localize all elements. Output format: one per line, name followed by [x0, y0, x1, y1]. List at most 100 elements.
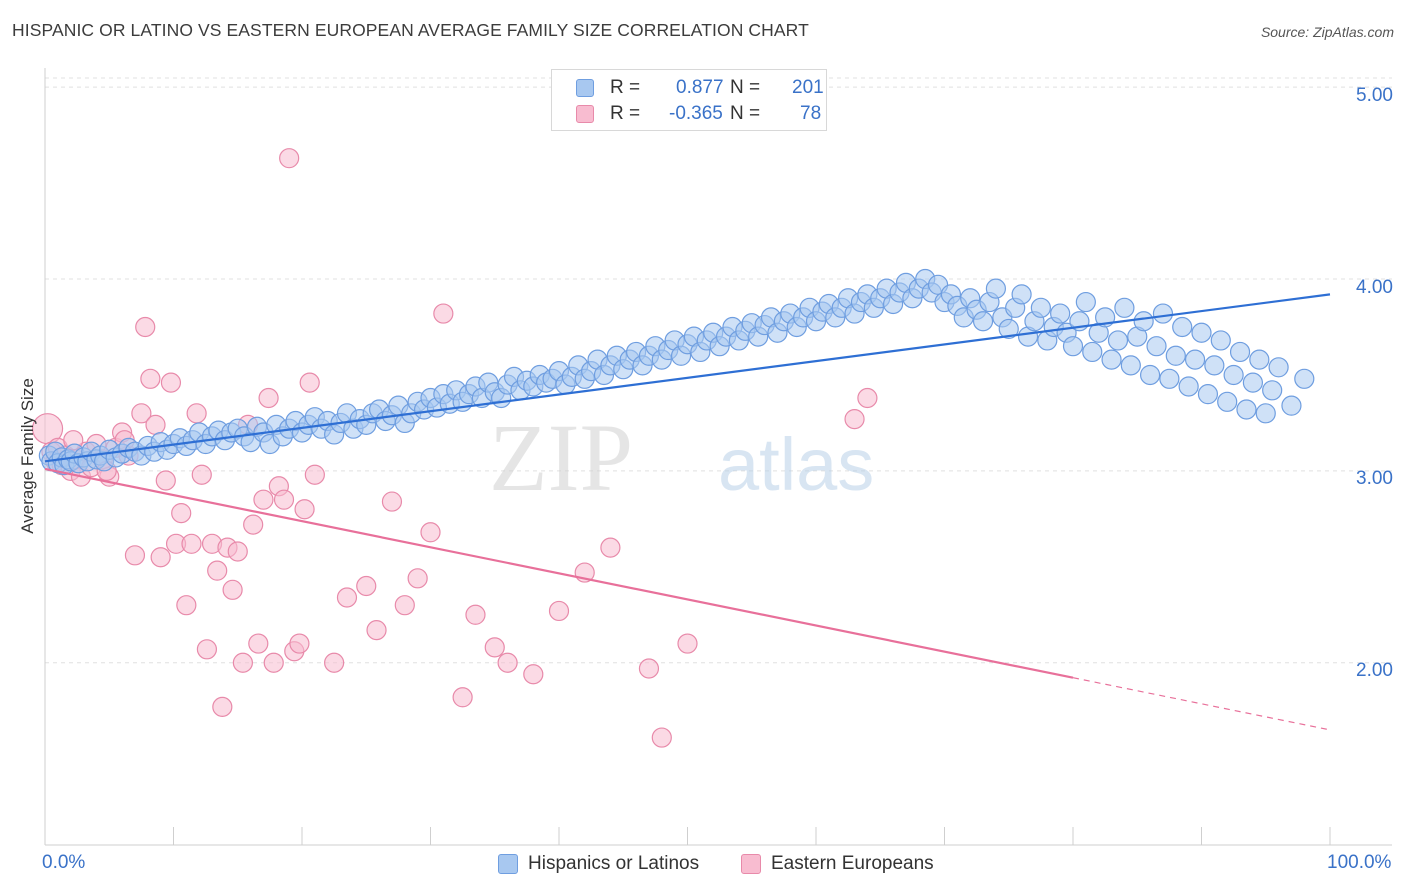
data-point	[1242, 372, 1264, 393]
legend-n-label: N =	[730, 77, 761, 98]
data-point	[1229, 341, 1251, 363]
data-point	[140, 368, 161, 389]
data-point	[857, 387, 878, 409]
data-point	[972, 311, 994, 332]
data-point	[1030, 297, 1051, 318]
data-point	[248, 633, 269, 654]
data-point	[1191, 322, 1212, 343]
data-point	[1236, 399, 1257, 420]
legend-r-label: R =	[610, 103, 641, 124]
data-point	[677, 633, 698, 654]
legend-r-value: -0.365	[669, 103, 723, 124]
x-tick-label-min: 0.0%	[42, 852, 86, 873]
data-point	[407, 568, 428, 589]
data-point	[124, 545, 146, 566]
data-point	[484, 637, 505, 658]
data-point	[523, 664, 544, 685]
watermark-atlas: atlas	[718, 423, 874, 506]
data-point	[433, 303, 454, 324]
legend-n-value: 78	[800, 103, 822, 124]
data-point	[1120, 355, 1141, 376]
data-point	[1152, 303, 1174, 324]
data-point	[227, 541, 248, 562]
x-tick-label-max: 100.0%	[1327, 852, 1392, 873]
data-point	[1255, 403, 1276, 424]
data-point	[1062, 336, 1084, 357]
y-tick-label: 3.00	[1356, 468, 1393, 489]
data-point	[222, 579, 243, 600]
data-point	[1133, 311, 1154, 332]
y-tick-label: 5.00	[1356, 85, 1393, 106]
data-point	[452, 687, 473, 708]
data-point	[1146, 336, 1167, 357]
data-point	[1172, 316, 1193, 338]
data-point	[1223, 364, 1244, 386]
data-point	[1082, 341, 1103, 363]
hispanics-points	[38, 268, 1315, 476]
data-point	[465, 604, 486, 625]
data-point	[497, 652, 518, 673]
data-point	[299, 372, 320, 393]
data-point	[176, 595, 197, 616]
data-point	[263, 652, 284, 673]
data-point	[381, 491, 403, 512]
data-point	[1184, 349, 1206, 370]
data-point	[196, 639, 218, 660]
data-point	[243, 514, 264, 535]
data-point	[1262, 380, 1283, 401]
data-point	[191, 464, 212, 485]
data-point	[1217, 391, 1238, 412]
legend-swatch-pink	[741, 854, 761, 874]
data-point	[600, 537, 621, 558]
data-point	[548, 600, 570, 622]
data-point	[1075, 291, 1096, 313]
data-point	[253, 489, 274, 510]
data-point	[289, 633, 310, 654]
legend-swatch-blue	[576, 79, 594, 97]
data-point	[420, 522, 441, 543]
y-tick-label: 2.00	[1356, 660, 1393, 681]
legend-r-label: R =	[610, 77, 641, 98]
data-point	[1107, 330, 1129, 351]
data-point	[131, 403, 152, 424]
data-point	[155, 470, 176, 491]
data-point	[1101, 349, 1122, 370]
data-point	[145, 414, 166, 435]
watermark: ZIP atlas	[489, 404, 874, 511]
legend-label: Eastern Europeans	[771, 853, 934, 874]
data-point	[336, 587, 358, 608]
data-point	[1210, 330, 1231, 351]
legend-n-value: 201	[792, 77, 824, 98]
data-point	[160, 372, 182, 393]
legend-r-value: 0.877	[676, 77, 724, 98]
correlation-legend: R = 0.877 N = 201 R = -0.365 N = 78	[551, 69, 827, 131]
data-point	[212, 696, 233, 717]
data-point	[1178, 376, 1199, 397]
data-point	[394, 595, 415, 616]
data-point	[998, 318, 1019, 340]
legend-swatch-pink	[576, 105, 594, 123]
data-point	[356, 575, 377, 597]
legend-label: Hispanics or Latinos	[528, 853, 700, 874]
data-point	[279, 148, 300, 169]
data-point	[324, 652, 345, 673]
legend-swatch-blue	[498, 854, 518, 874]
data-point	[366, 620, 387, 641]
data-point	[273, 489, 295, 510]
watermark-zip: ZIP	[489, 404, 633, 511]
data-point	[1294, 368, 1315, 389]
data-point	[294, 499, 315, 520]
y-tick-label: 4.00	[1356, 277, 1393, 298]
eastern-europeans-trend-line	[44, 467, 1074, 679]
data-point	[1114, 297, 1135, 318]
data-point	[207, 560, 228, 581]
data-point	[638, 658, 660, 679]
data-point	[1159, 368, 1180, 389]
data-point	[651, 727, 672, 748]
data-point	[1139, 364, 1161, 386]
data-point	[1249, 349, 1270, 370]
data-point	[1050, 303, 1071, 324]
data-point	[1165, 345, 1186, 366]
chart-source: Source: ZipAtlas.com	[1260, 24, 1394, 40]
